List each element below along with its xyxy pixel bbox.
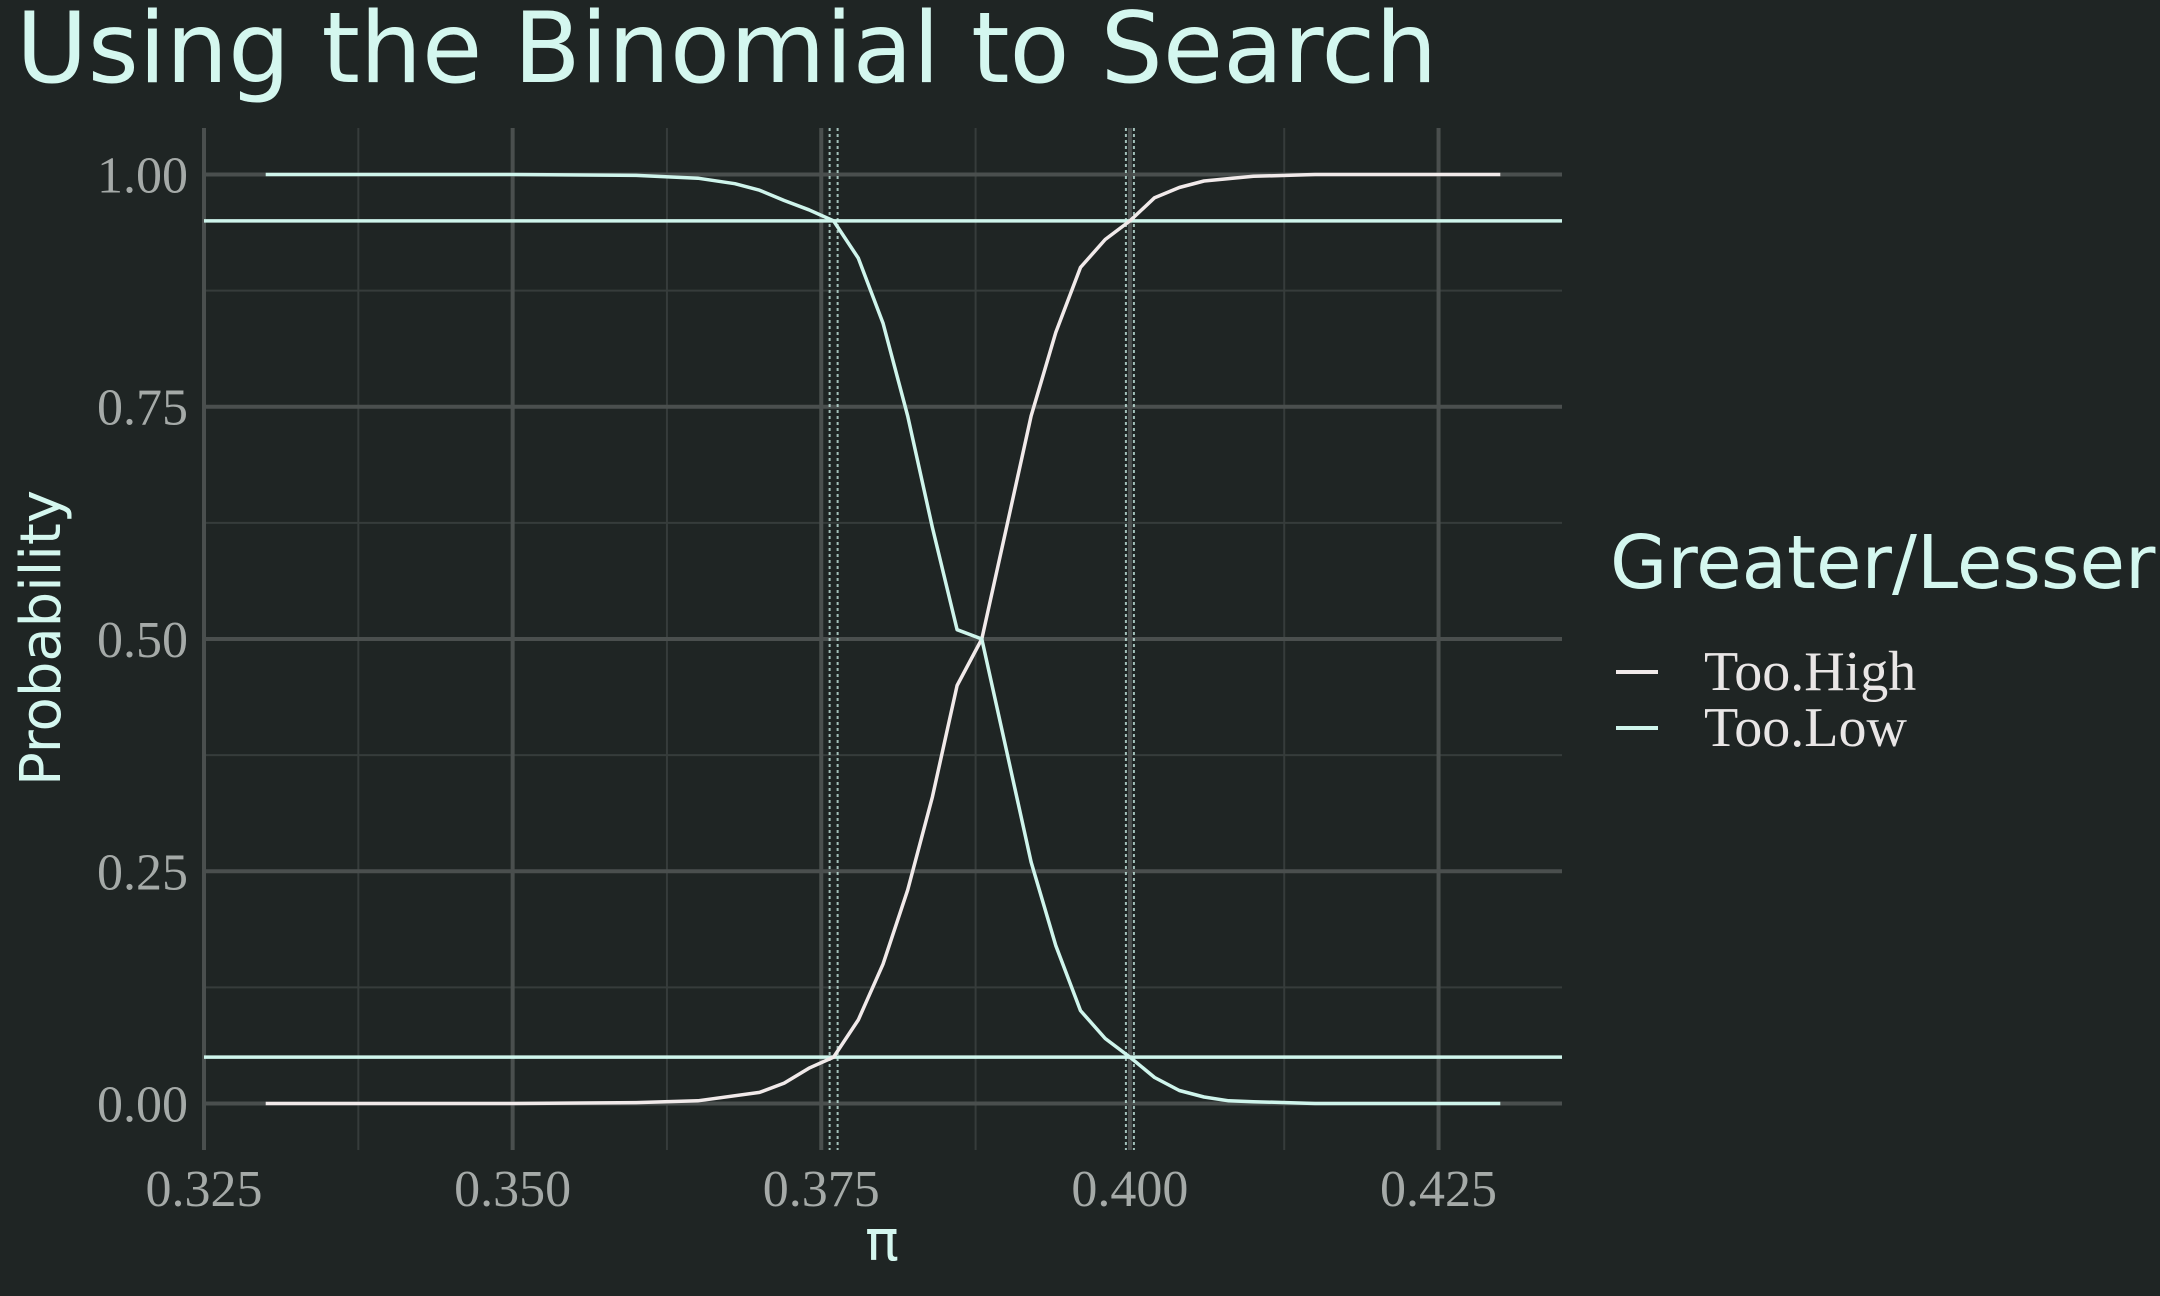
- y-axis-title: Probability: [9, 490, 74, 786]
- x-tick-labels: 0.325 0.350 0.375 0.400 0.425: [146, 1161, 1498, 1218]
- chart-title: Using the Binomial to Search: [16, 0, 1437, 106]
- series-lines: [265, 172, 1501, 1106]
- y-tick-label: 0.75: [97, 380, 188, 437]
- y-tick-label: 0.50: [97, 612, 188, 669]
- y-tick-label: 1.00: [97, 147, 188, 204]
- x-tick-label: 0.400: [1071, 1161, 1188, 1218]
- x-tick-label: 0.425: [1380, 1161, 1497, 1218]
- legend-title: Greater/Lesser: [1610, 520, 2156, 606]
- x-tick-label: 0.375: [763, 1161, 880, 1218]
- reference-lines: [204, 128, 1562, 1150]
- y-tick-label: 0.00: [97, 1077, 188, 1134]
- x-tick-label: 0.350: [454, 1161, 571, 1218]
- series-line-too-low: [265, 172, 1501, 1106]
- y-tick-labels: 0.00 0.25 0.50 0.75 1.00: [97, 147, 188, 1133]
- x-tick-label: 0.325: [146, 1161, 263, 1218]
- legend-label: Too.Low: [1704, 697, 1908, 759]
- x-axis-title: π: [865, 1209, 899, 1274]
- legend-label: Too.High: [1704, 641, 1916, 703]
- y-tick-label: 0.25: [97, 844, 188, 901]
